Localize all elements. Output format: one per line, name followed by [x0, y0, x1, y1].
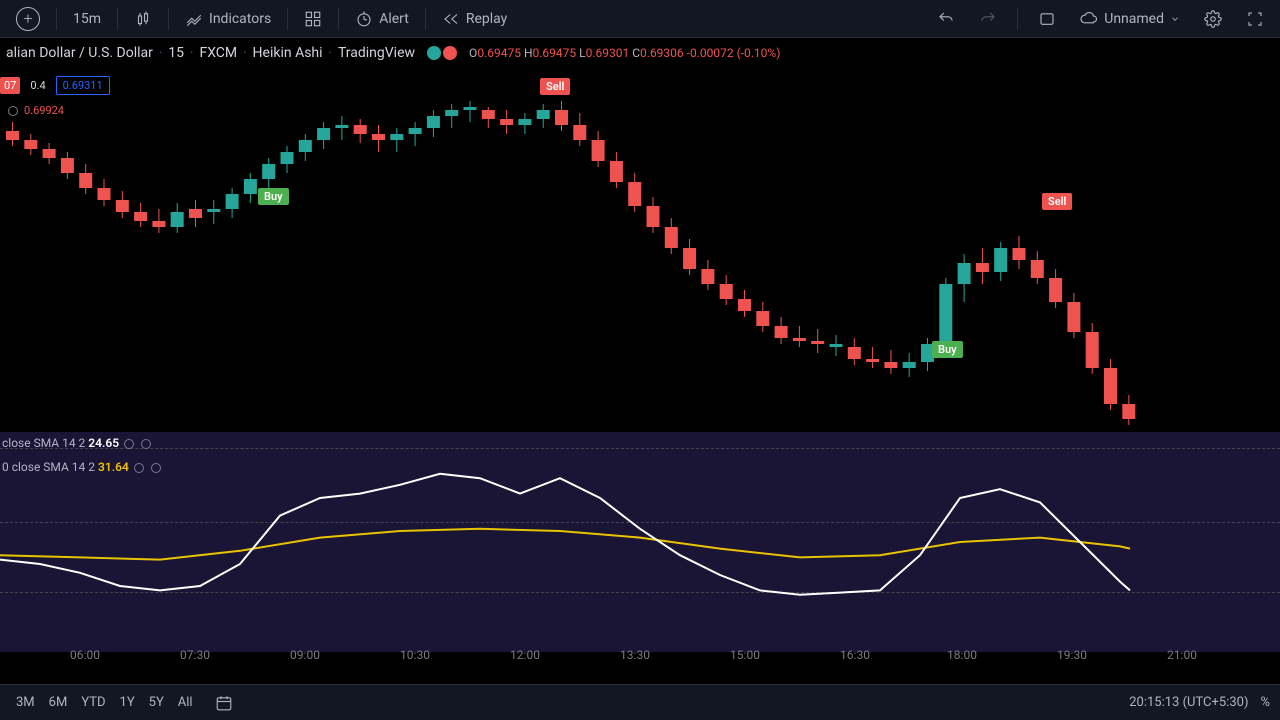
range-button-1y[interactable]: 1Y — [114, 691, 141, 714]
alert-icon — [355, 10, 373, 28]
percent-button[interactable]: % — [1260, 695, 1270, 710]
grid-icon — [304, 10, 322, 28]
redo-icon — [979, 10, 997, 28]
symbol-info-bar: alian Dollar / U.S. Dollar · 15 · FXCM ·… — [0, 38, 1280, 68]
time-axis: 06:00 07:30 09:00 10:30 12:00 13:30 15:00 16:30… — [0, 648, 1280, 678]
indicators-icon — [185, 10, 203, 28]
time-tick: 07:30 — [180, 648, 210, 662]
alert-label: Alert — [379, 11, 409, 27]
plus-icon: + — [16, 7, 40, 31]
range-button-all[interactable]: All — [172, 691, 199, 714]
gear-icon — [1204, 10, 1222, 28]
indicators-label: Indicators — [209, 11, 271, 27]
fullscreen-icon — [1246, 10, 1264, 28]
chevron-down-icon — [1170, 14, 1180, 24]
ohlc-display: O0.69475 H0.69475 L0.69301 C0.69306 -0.0… — [469, 46, 780, 60]
time-tick: 09:00 — [290, 648, 320, 662]
calendar-icon — [215, 694, 233, 712]
range-button-6m[interactable]: 6M — [43, 691, 74, 714]
time-tick: 12:00 — [510, 648, 540, 662]
time-tick: 06:00 — [70, 648, 100, 662]
clock-display[interactable]: 20:15:13 (UTC+5:30) — [1129, 695, 1248, 710]
divider — [168, 8, 169, 30]
indicators-button[interactable]: Indicators — [177, 5, 279, 33]
data-dot — [443, 46, 457, 60]
bottom-bar: 3M6MYTD1Y5YAll 20:15:13 (UTC+5:30) % — [0, 684, 1280, 720]
divider — [425, 8, 426, 30]
alert-button[interactable]: Alert — [347, 5, 417, 33]
timeframe-selector[interactable]: 15m — [65, 5, 109, 33]
time-tick: 16:30 — [840, 648, 870, 662]
symbol-style: Heikin Ashi — [253, 45, 323, 61]
time-tick: 19:30 — [1057, 648, 1087, 662]
templates-button[interactable] — [296, 5, 330, 33]
range-button-3m[interactable]: 3M — [10, 691, 41, 714]
layout-name: Unnamed — [1104, 11, 1164, 27]
symbol-provider: TradingView — [338, 45, 415, 61]
time-tick: 13:30 — [620, 648, 650, 662]
fullscreen-button[interactable] — [1238, 5, 1272, 33]
timeframe-label: 15m — [73, 11, 101, 27]
signal-sell: Sell — [1042, 193, 1072, 210]
main-candlestick-chart[interactable]: Sell Buy Buy Sell — [0, 68, 1280, 428]
signal-buy: Buy — [932, 341, 963, 358]
time-tick: 21:00 — [1167, 648, 1197, 662]
save-layout-button[interactable]: Unnamed — [1072, 5, 1188, 33]
divider — [1017, 8, 1018, 30]
status-dots — [427, 46, 457, 60]
undo-button[interactable] — [929, 5, 963, 33]
undo-icon — [937, 10, 955, 28]
range-button-ytd[interactable]: YTD — [75, 691, 111, 714]
divider — [56, 8, 57, 30]
cloud-icon — [1080, 10, 1098, 28]
replay-icon — [442, 10, 460, 28]
candle-icon — [134, 10, 152, 28]
divider — [338, 8, 339, 30]
add-button[interactable]: + — [8, 5, 48, 33]
top-toolbar: + 15m Indicators Alert Replay — [0, 0, 1280, 38]
signal-buy: Buy — [258, 188, 289, 205]
layout-icon — [1038, 10, 1056, 28]
replay-label: Replay — [466, 11, 507, 27]
symbol-interval: 15 — [168, 45, 184, 61]
candle-style-button[interactable] — [126, 5, 160, 33]
time-tick: 15:00 — [730, 648, 760, 662]
divider — [287, 8, 288, 30]
replay-button[interactable]: Replay — [434, 5, 515, 33]
time-tick: 10:30 — [400, 648, 430, 662]
calendar-button[interactable] — [207, 689, 241, 717]
settings-button[interactable] — [1196, 5, 1230, 33]
signal-sell: Sell — [540, 78, 570, 95]
time-tick: 18:00 — [947, 648, 977, 662]
market-open-dot — [427, 46, 441, 60]
range-button-5y[interactable]: 5Y — [143, 691, 170, 714]
divider — [117, 8, 118, 30]
symbol-broker: FXCM — [199, 45, 237, 61]
layouts-button[interactable] — [1030, 5, 1064, 33]
symbol-name[interactable]: alian Dollar / U.S. Dollar — [6, 45, 153, 61]
indicator-panel[interactable]: close SMA 14 2 24.65 0 close SMA 14 2 31… — [0, 432, 1280, 652]
redo-button[interactable] — [971, 5, 1005, 33]
